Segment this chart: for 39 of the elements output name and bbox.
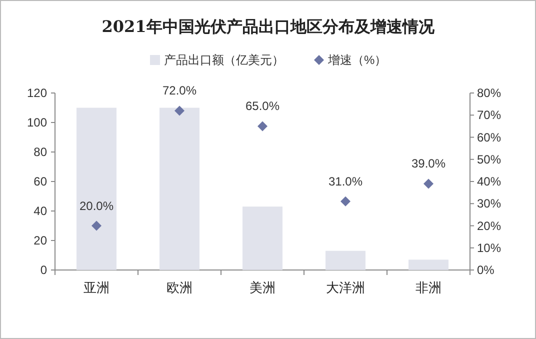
data-label: 39.0% bbox=[411, 156, 446, 171]
y2-tick-label: 60% bbox=[477, 130, 502, 144]
x-tick-label: 大洋洲 bbox=[326, 280, 365, 295]
y2-tick-label: 70% bbox=[477, 108, 502, 122]
point bbox=[258, 121, 268, 132]
y2-tick-label: 50% bbox=[477, 152, 502, 166]
y2-tick-label: 40% bbox=[477, 174, 502, 188]
x-tick-label: 美洲 bbox=[250, 280, 276, 295]
x-tick-label: 亚洲 bbox=[84, 280, 110, 295]
y-tick-label: 80 bbox=[34, 145, 48, 159]
data-label: 65.0% bbox=[245, 99, 280, 114]
data-label: 31.0% bbox=[328, 174, 363, 188]
legend-label: 产品出口额（亿美元） bbox=[164, 53, 284, 67]
y-tick-label: 0 bbox=[40, 263, 48, 277]
bar bbox=[326, 250, 366, 270]
y-tick-label: 120 bbox=[26, 86, 48, 100]
chart-title: 2021年中国光伏产品出口地区分布及增速情况 bbox=[102, 17, 436, 36]
data-label: 72.0% bbox=[162, 84, 197, 98]
y-tick-label: 60 bbox=[34, 174, 48, 188]
y2-tick-label: 0% bbox=[477, 263, 495, 277]
y-tick-label: 40 bbox=[34, 204, 48, 218]
point bbox=[92, 220, 102, 231]
y2-tick-label: 20% bbox=[477, 218, 502, 233]
y-tick-label: 20 bbox=[34, 234, 48, 248]
point bbox=[424, 178, 434, 189]
y2-tick-label: 10% bbox=[477, 240, 502, 255]
x-tick-label: 非洲 bbox=[416, 280, 442, 295]
bar bbox=[408, 260, 448, 270]
bar bbox=[76, 108, 116, 270]
bar bbox=[160, 108, 200, 270]
point bbox=[340, 196, 350, 206]
bar bbox=[242, 206, 282, 270]
y-tick-label: 100 bbox=[26, 116, 48, 130]
x-tick-label: 欧洲 bbox=[166, 280, 192, 295]
y2-tick-label: 80% bbox=[477, 86, 502, 100]
data-label: 20.0% bbox=[79, 198, 114, 213]
point bbox=[174, 106, 184, 116]
y2-tick-label: 30% bbox=[477, 196, 502, 211]
legend-label: 增速（%） bbox=[327, 53, 387, 67]
